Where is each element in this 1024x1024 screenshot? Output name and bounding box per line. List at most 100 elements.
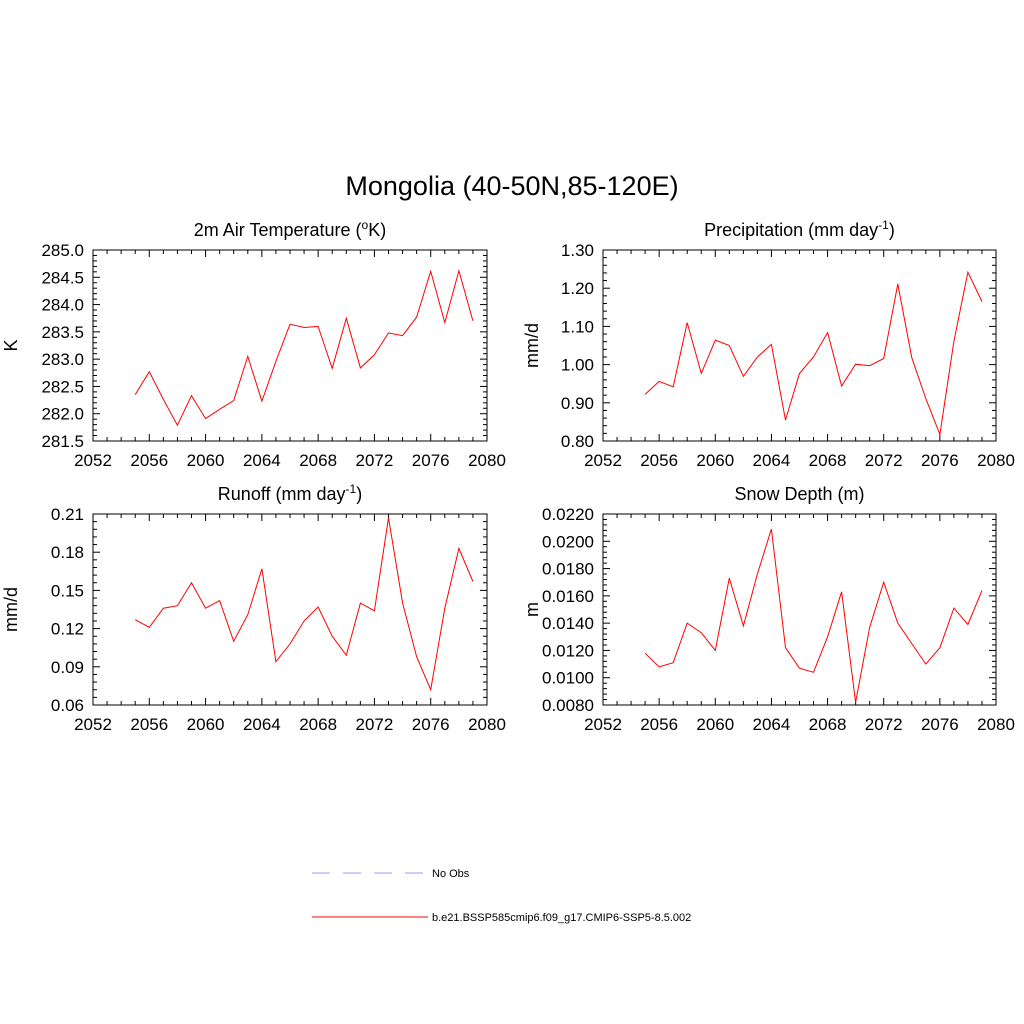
data-point bbox=[700, 631, 702, 633]
panel-title-superscript: o bbox=[362, 218, 369, 232]
data-point bbox=[275, 360, 277, 362]
panel-0: 2m Air Temperature (oK) 2052 2056 2060 2064 2… bbox=[1, 218, 506, 470]
series-line bbox=[644, 528, 983, 703]
y-tick-label: 1.10 bbox=[561, 317, 594, 336]
x-tick-label: 2068 bbox=[299, 451, 337, 470]
x-tick-label: 2064 bbox=[753, 715, 791, 734]
data-point bbox=[854, 363, 856, 365]
panel-2: Runoff (mm day-1) 2052 2056 2060 2064 2068 207… bbox=[1, 482, 506, 734]
data-point bbox=[700, 372, 702, 374]
data-point bbox=[883, 357, 885, 359]
y-tick-label: 0.0100 bbox=[542, 669, 594, 688]
data-point bbox=[770, 343, 772, 345]
panels: 2m Air Temperature (oK)2052 2056 2060 2064 2… bbox=[1, 218, 1015, 734]
y-tick-label: 0.18 bbox=[51, 543, 84, 562]
data-point bbox=[303, 620, 305, 622]
data-point bbox=[770, 528, 772, 530]
data-point bbox=[784, 419, 786, 421]
data-point bbox=[939, 433, 941, 435]
x-tick-label: 2076 bbox=[921, 451, 959, 470]
data-point bbox=[714, 339, 716, 341]
data-point bbox=[897, 283, 899, 285]
y-tick-label: 0.0160 bbox=[542, 587, 594, 606]
data-point bbox=[812, 671, 814, 673]
data-point bbox=[289, 643, 291, 645]
data-point bbox=[148, 370, 150, 372]
data-point bbox=[233, 640, 235, 642]
y-tick-label: 283.0 bbox=[41, 350, 84, 369]
data-point bbox=[415, 316, 417, 318]
data-point bbox=[911, 357, 913, 359]
series-line bbox=[644, 270, 983, 437]
data-point bbox=[218, 599, 220, 601]
data-point bbox=[967, 623, 969, 625]
data-point bbox=[812, 356, 814, 358]
y-tick-label: 285.0 bbox=[41, 241, 84, 260]
data-point bbox=[345, 654, 347, 656]
y-tick-label: 0.90 bbox=[561, 394, 594, 413]
y-tick-label: 0.12 bbox=[51, 620, 84, 639]
y-tick-label: 282.5 bbox=[41, 377, 84, 396]
x-tick-label: 2080 bbox=[977, 715, 1015, 734]
series-line bbox=[134, 517, 474, 692]
panel-3: Snow Depth (m) 2052 2056 2060 2064 2068 2072 20… bbox=[522, 484, 1015, 734]
data-point bbox=[883, 581, 885, 583]
panel-title: Snow Depth (m) bbox=[734, 484, 864, 504]
data-point bbox=[981, 300, 983, 302]
x-tick-label: 2080 bbox=[977, 451, 1015, 470]
plot-frame bbox=[92, 513, 488, 706]
y-axis-label: m bbox=[522, 602, 542, 617]
data-point bbox=[134, 393, 136, 395]
legend: No Obs b.e21.BSSP585cmip6.f09_g17.CMIP6-S… bbox=[312, 868, 691, 924]
x-tick-label: 2056 bbox=[640, 715, 678, 734]
plot-frame bbox=[602, 513, 997, 706]
data-point bbox=[204, 607, 206, 609]
data-point bbox=[247, 355, 249, 357]
y-tick-label: 0.21 bbox=[51, 505, 84, 524]
data-point bbox=[275, 661, 277, 663]
x-tick-label: 2052 bbox=[584, 451, 622, 470]
data-point bbox=[868, 365, 870, 367]
x-tick-label: 2072 bbox=[865, 715, 903, 734]
data-point bbox=[686, 321, 688, 323]
panel-title-text: Snow Depth (m) bbox=[734, 484, 864, 504]
data-point bbox=[317, 325, 319, 327]
data-point bbox=[911, 642, 913, 644]
data-point bbox=[458, 270, 460, 272]
data-point bbox=[868, 626, 870, 628]
data-point bbox=[247, 613, 249, 615]
y-tick-label: 1.30 bbox=[561, 241, 594, 260]
x-tick-label: 2068 bbox=[809, 715, 847, 734]
data-point bbox=[303, 326, 305, 328]
data-point bbox=[925, 397, 927, 399]
data-point bbox=[472, 580, 474, 582]
x-tick-label: 2076 bbox=[921, 715, 959, 734]
x-tick-label: 2056 bbox=[130, 451, 168, 470]
y-tick-label: 284.5 bbox=[41, 268, 84, 287]
data-point bbox=[728, 344, 730, 346]
data-point bbox=[190, 395, 192, 397]
data-point bbox=[967, 271, 969, 273]
data-point bbox=[981, 589, 983, 591]
panel-1: Precipitation (mm day-1) 2052 2056 2060 2064… bbox=[522, 218, 1015, 470]
data-point bbox=[798, 667, 800, 669]
y-axis-label: mm/d bbox=[522, 323, 542, 368]
data-point bbox=[458, 547, 460, 549]
data-point bbox=[784, 647, 786, 649]
panel-title-tail: ) bbox=[889, 220, 895, 240]
data-point bbox=[430, 270, 432, 272]
panel-title: 2m Air Temperature (oK) bbox=[194, 218, 386, 240]
y-tick-label: 283.5 bbox=[41, 323, 84, 342]
x-tick-label: 2056 bbox=[130, 715, 168, 734]
data-point bbox=[840, 591, 842, 593]
data-point bbox=[162, 398, 164, 400]
data-point bbox=[939, 647, 941, 649]
data-point bbox=[359, 367, 361, 369]
x-tick-label: 2072 bbox=[356, 715, 394, 734]
data-point bbox=[672, 386, 674, 388]
y-tick-label: 0.0120 bbox=[542, 641, 594, 660]
plot-frame bbox=[92, 249, 488, 442]
data-point bbox=[204, 417, 206, 419]
data-point bbox=[373, 354, 375, 356]
y-tick-label: 0.09 bbox=[51, 658, 84, 677]
